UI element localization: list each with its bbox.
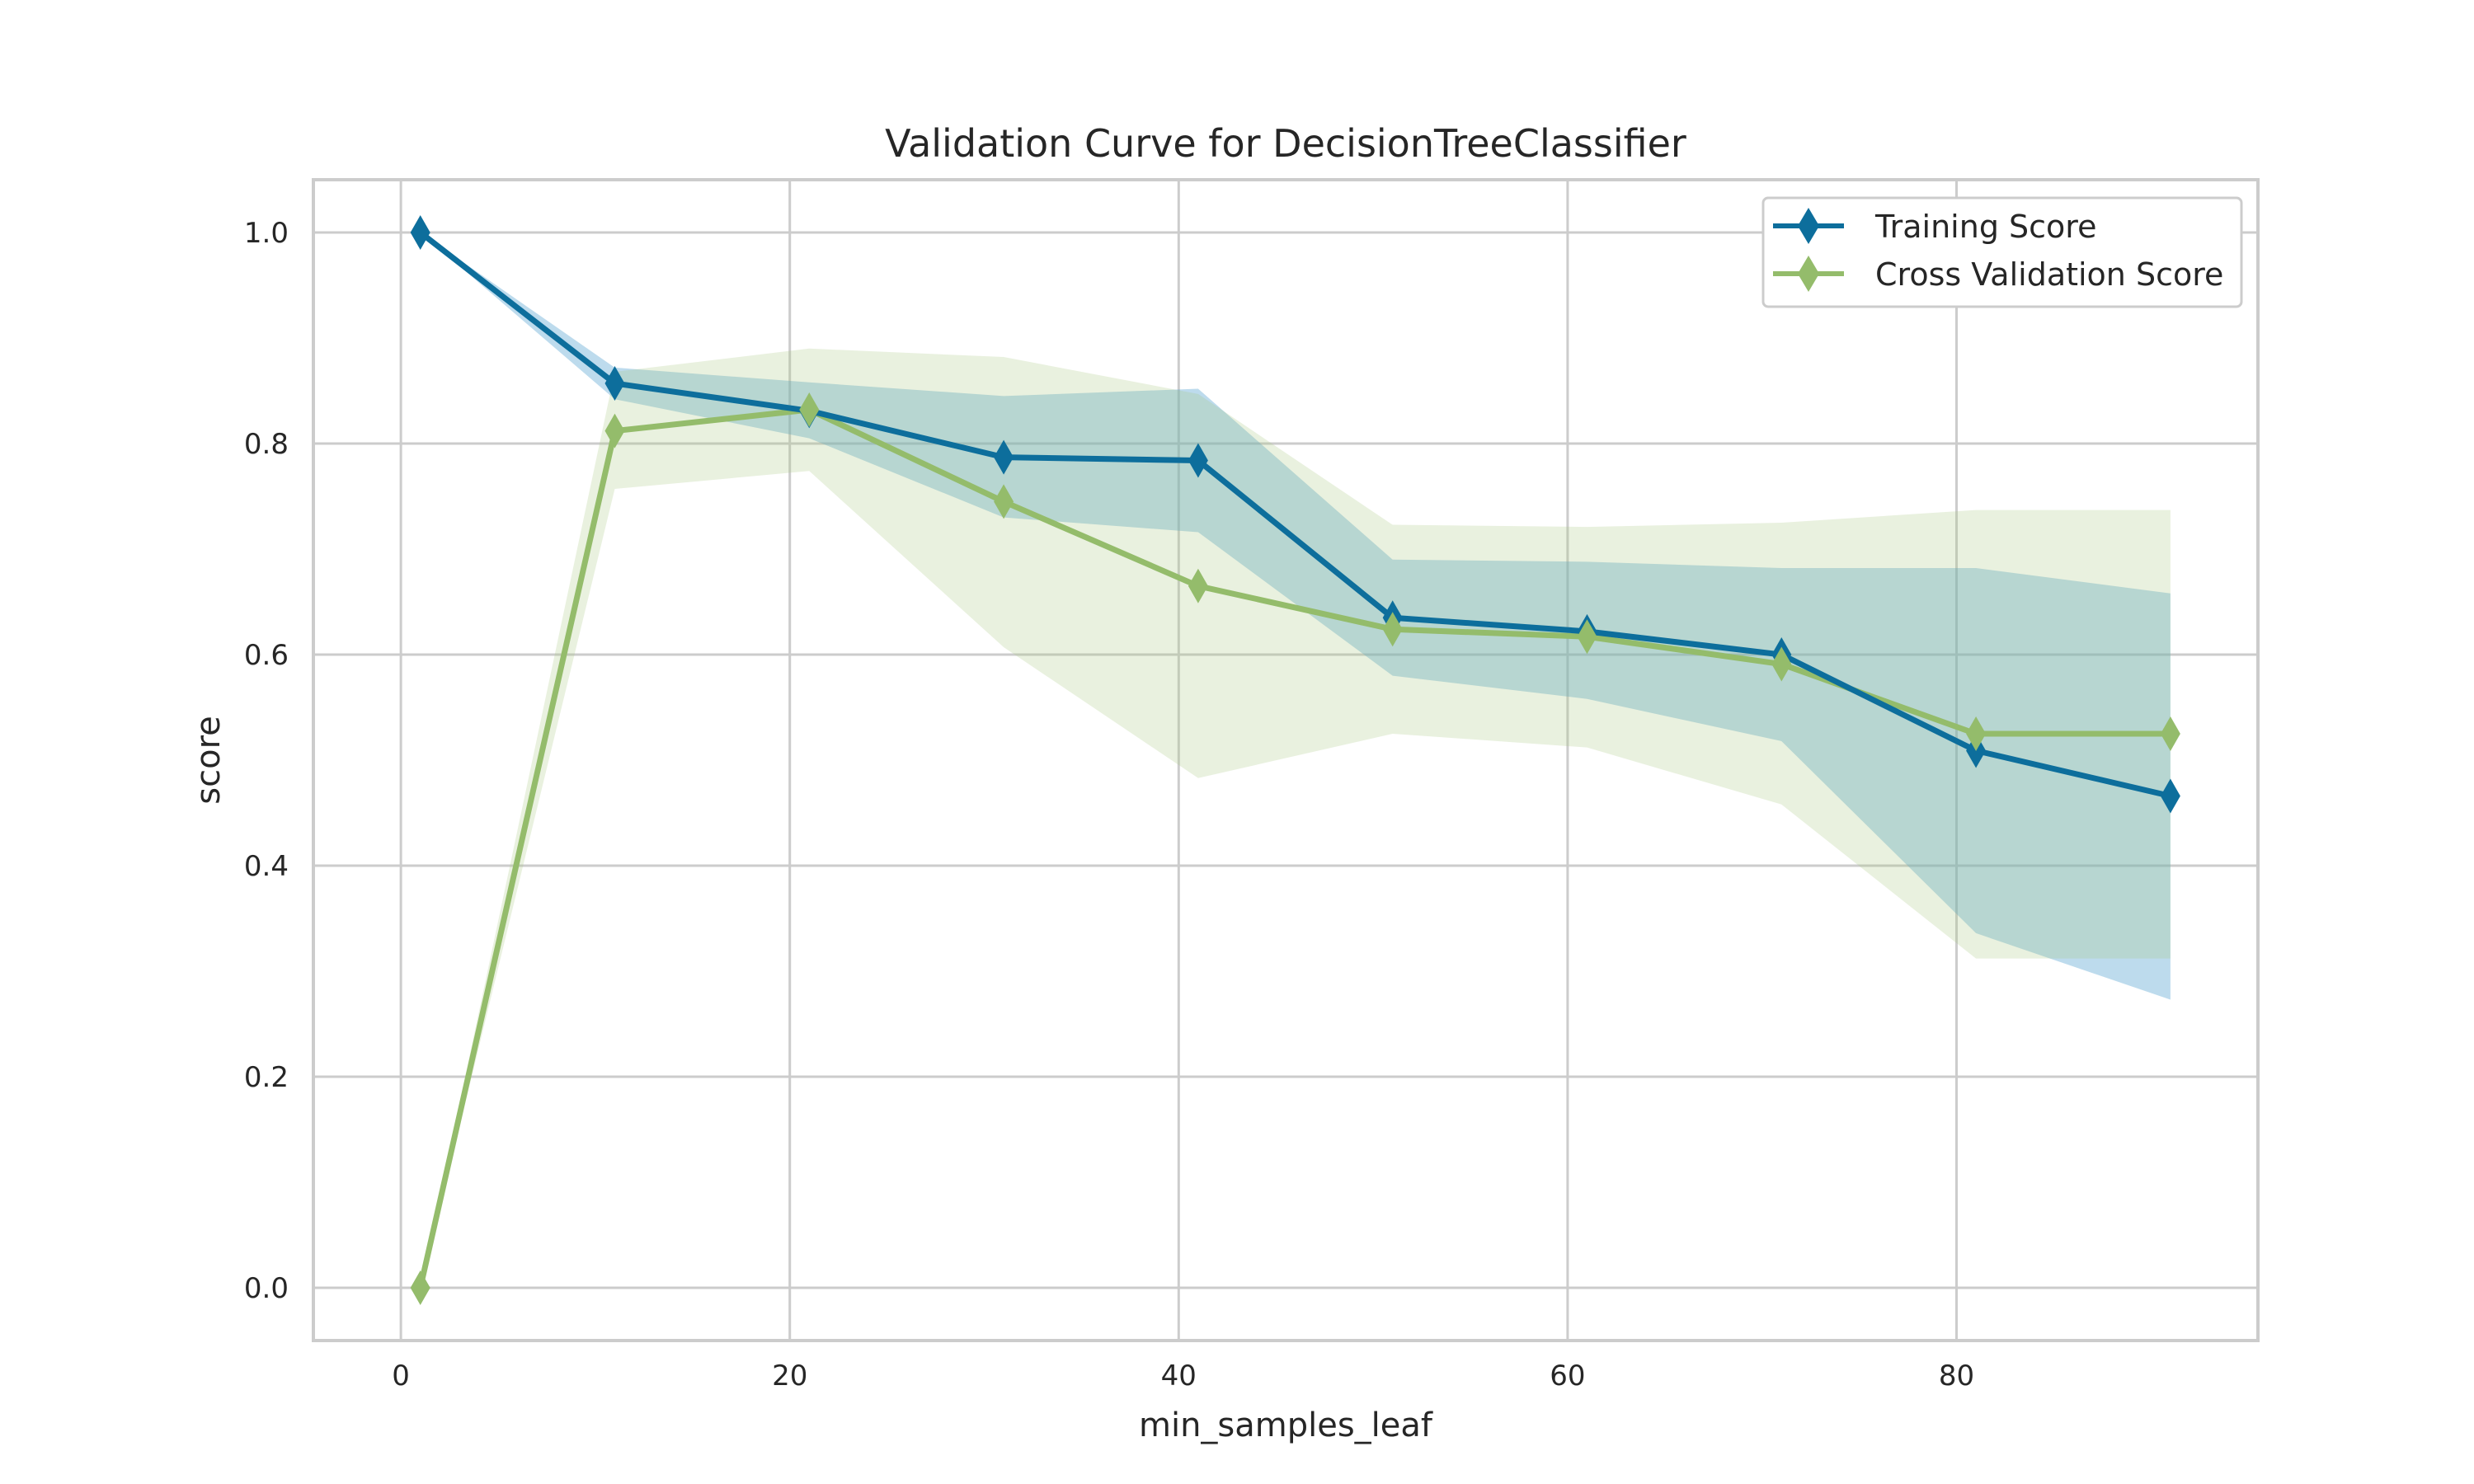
y-tick-label: 0.4 <box>244 850 289 883</box>
cross-validation-score-point <box>799 392 820 428</box>
legend-entry-training: Training Score <box>1773 208 2096 245</box>
training-score-line <box>418 230 2171 799</box>
legend-label-training: Training Score <box>1874 209 2096 245</box>
y-tick-label: 0.6 <box>244 639 289 672</box>
cross-validation-score-point <box>1577 619 1597 655</box>
x-axis-label: min_samples_leaf <box>1139 1407 1433 1444</box>
legend-box <box>1761 196 2243 308</box>
cross-validation-score-point <box>1771 646 1792 682</box>
y-tick-label: 0.8 <box>244 428 289 461</box>
series-lines <box>417 230 2171 1289</box>
training-score-point <box>994 439 1014 475</box>
y-tick-label: 0.0 <box>244 1272 289 1305</box>
training-score-point <box>410 215 430 250</box>
grid-layer <box>313 180 2258 1341</box>
cross-validation-score-band <box>420 348 2171 1288</box>
x-tick-label: 60 <box>1550 1360 1585 1392</box>
training-score-point <box>1188 443 1208 478</box>
legend-marker-training <box>1798 208 1819 244</box>
plot-frame <box>312 178 2260 1342</box>
plot-area <box>313 180 2258 1341</box>
x-tick-label: 80 <box>1939 1360 1974 1392</box>
cross-validation-score-point <box>410 1270 430 1305</box>
cross-validation-score-point <box>1382 612 1403 647</box>
legend-entry-cross-validation: Cross Validation Score <box>1773 256 2223 293</box>
x-tick-label: 0 <box>392 1360 410 1392</box>
cross-validation-score-point <box>604 413 625 448</box>
training-score-point <box>2160 778 2180 814</box>
legend: Training Score Cross Validation Score <box>1761 196 2243 308</box>
y-axis-label: score <box>190 716 228 804</box>
legend-marker-cross-validation <box>1798 256 1819 292</box>
tick-labels: 0 20 40 60 80 0.0 0.2 0.4 0.6 0.8 1.0 <box>244 217 1974 1392</box>
legend-label-cross-validation: Cross Validation Score <box>1875 256 2223 293</box>
x-tick-label: 20 <box>772 1360 807 1392</box>
series-markers <box>410 215 2180 1305</box>
chart-title: Validation Curve for DecisionTreeClassif… <box>885 121 1686 166</box>
cross-validation-score-point <box>1188 568 1208 603</box>
y-tick-label: 1.0 <box>244 217 289 250</box>
cross-validation-score-point <box>994 484 1014 519</box>
training-score-point <box>604 366 625 402</box>
y-tick-label: 0.2 <box>244 1061 289 1094</box>
cross-validation-score-point <box>2160 716 2180 751</box>
cross-validation-score-line <box>417 406 2171 1289</box>
cross-validation-score-point <box>1966 716 1987 751</box>
x-tick-label: 40 <box>1161 1360 1197 1392</box>
